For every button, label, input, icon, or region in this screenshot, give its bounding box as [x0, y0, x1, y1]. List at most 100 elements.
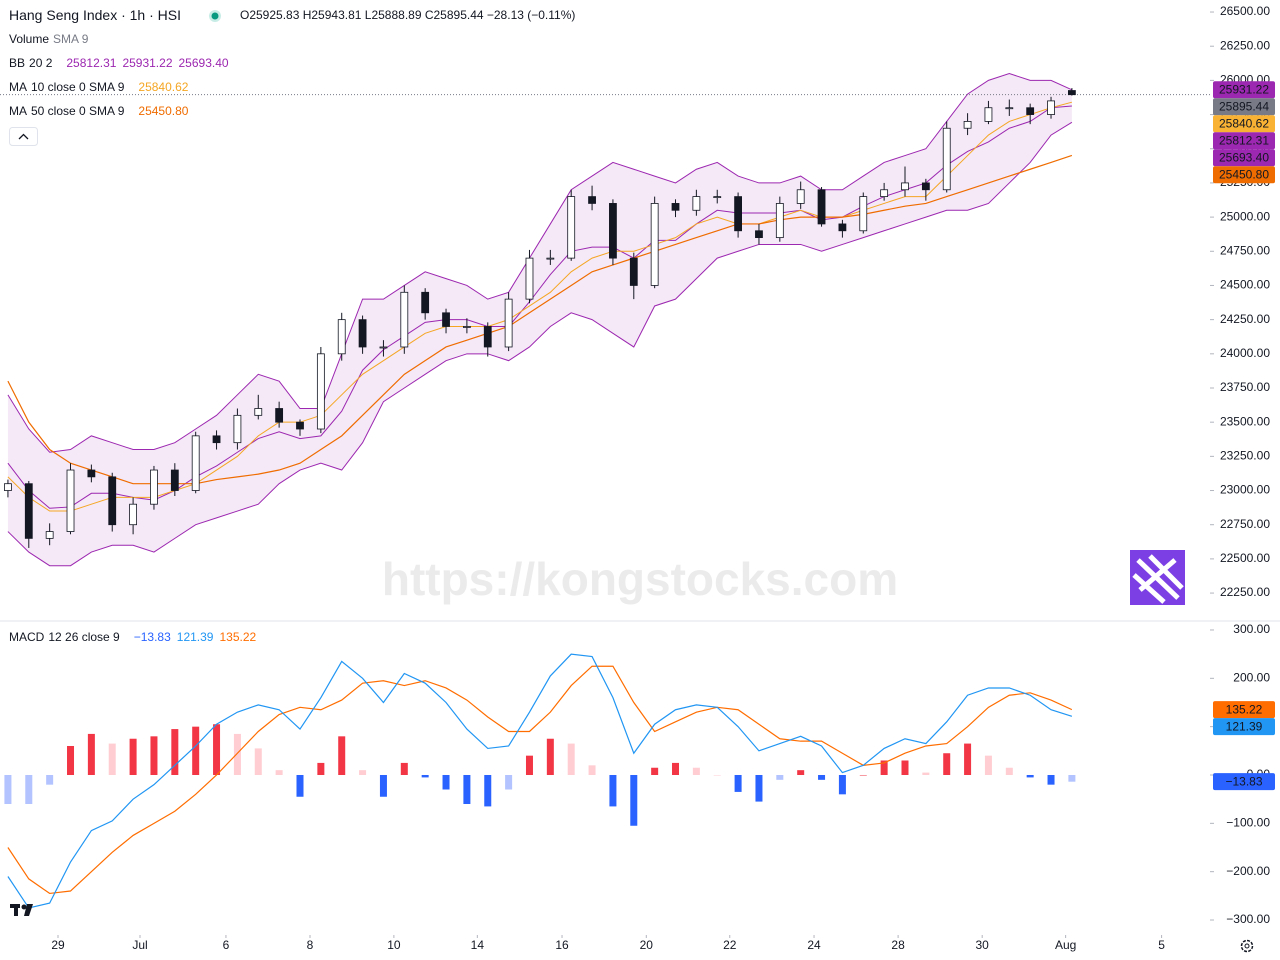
- histogram-bar: [1005, 767, 1013, 775]
- logo-part: [14, 904, 18, 916]
- legend-title-row: Hang Seng Index · 1h · HSI: [9, 7, 181, 23]
- candle-body: [296, 421, 304, 430]
- price-tag: [1213, 98, 1275, 116]
- candle-body: [692, 196, 701, 211]
- price-tag: [1213, 701, 1275, 719]
- y-tick-label: 300.00: [1233, 622, 1270, 636]
- histogram-bar: [1026, 774, 1034, 778]
- indicator-params: 20 2: [29, 56, 53, 70]
- indicator-params: 12 26 close 9: [48, 630, 120, 644]
- indicator-value: −13.83: [134, 630, 171, 644]
- candle-body: [45, 531, 54, 539]
- candle-body: [671, 203, 680, 211]
- y-tick-label: 24750.00: [1220, 243, 1270, 257]
- y-tick-label: 23500.00: [1220, 414, 1270, 428]
- price-tag-label: 25693.40: [1219, 150, 1269, 164]
- brand-logo: [1130, 550, 1185, 605]
- histogram-bar: [525, 755, 533, 775]
- candle-body: [796, 189, 805, 204]
- candle-body: [629, 257, 638, 286]
- candle-body: [212, 435, 221, 444]
- gear[interactable]: [1240, 939, 1254, 953]
- histogram-bar: [567, 743, 575, 775]
- legend-row: Volume SMA 9: [9, 32, 89, 46]
- histogram-bar: [213, 724, 221, 775]
- button-box[interactable]: [9, 127, 38, 146]
- candle-body: [1047, 100, 1055, 115]
- candle-body: [87, 469, 96, 478]
- histogram-bar: [233, 733, 241, 775]
- candle-body: [504, 298, 513, 348]
- candle-body: [421, 291, 430, 314]
- histogram-bar: [129, 738, 137, 775]
- price-tag: [1213, 149, 1275, 167]
- watermark: https://kongstocks.com: [382, 553, 898, 605]
- candle-body: [859, 196, 868, 232]
- tv-logo: [10, 904, 33, 916]
- price-tag: [1213, 166, 1275, 184]
- macd-line: [7, 653, 1073, 909]
- collapse-button[interactable]: [9, 127, 38, 146]
- price-tag-label: 25450.80: [1219, 167, 1269, 181]
- candle-body: [379, 346, 388, 349]
- x-tick-label: 14: [471, 938, 485, 952]
- price-tag-label: −13.83: [1225, 774, 1262, 788]
- histogram-bar: [421, 774, 429, 778]
- histogram-bar: [4, 774, 12, 804]
- candle-body: [880, 189, 889, 197]
- ma-line: [7, 154, 1073, 485]
- histogram-bar: [359, 770, 367, 775]
- y-tick-label: −100.00: [1226, 816, 1270, 830]
- indicator-value: 25693.40: [179, 56, 229, 70]
- candle-body: [609, 203, 617, 259]
- candle-body: [734, 196, 742, 232]
- overlay: 25931.22 25895.44 25840.62 25812.31 25693.40…: [9, 7, 1275, 791]
- logo-part: [21, 904, 27, 910]
- y-tick-label: 23750.00: [1220, 380, 1270, 394]
- gear-hole[interactable]: [1244, 943, 1250, 949]
- histogram-bar: [630, 774, 638, 826]
- candle-body: [400, 291, 409, 348]
- indicator-value: 25450.80: [138, 104, 188, 118]
- histogram-bar: [984, 755, 992, 775]
- y-tick-label: 24250.00: [1220, 312, 1270, 326]
- candle-body: [66, 469, 75, 532]
- candle-body: [4, 483, 12, 491]
- band-fill: [7, 73, 1072, 566]
- x-tick-label: 28: [891, 938, 905, 952]
- histogram-bar: [171, 729, 179, 775]
- histogram-bar: [400, 762, 408, 775]
- candle-body: [316, 353, 325, 430]
- price-tag-label: 135.22: [1226, 702, 1263, 716]
- legend-row: MA 10 close 0 SMA 9 25840.62: [9, 80, 189, 94]
- candle-body: [129, 503, 138, 526]
- y-tick-label: 200.00: [1233, 670, 1270, 684]
- candle-body: [838, 223, 847, 232]
- y-tick-label: 23250.00: [1220, 449, 1270, 463]
- indicator-name: MA: [9, 104, 27, 118]
- histogram-bar: [943, 753, 951, 775]
- legend-row: MA 50 close 0 SMA 9 25450.80: [9, 104, 189, 118]
- logo-part: [24, 904, 33, 916]
- histogram-bar: [838, 774, 846, 795]
- x-tick-label: Aug: [1055, 938, 1076, 952]
- indicator-value: 135.22: [219, 630, 256, 644]
- indicator-params: 10 close 0 SMA 9: [31, 80, 125, 94]
- candle-body: [24, 483, 33, 539]
- x-tick-label: 10: [387, 938, 401, 952]
- histogram-bar: [922, 772, 930, 775]
- chevron[interactable]: [18, 133, 29, 140]
- status-dot[interactable]: [211, 12, 219, 20]
- band-lower: [7, 121, 1073, 567]
- candle-body: [1067, 90, 1076, 96]
- histogram-bar: [338, 736, 346, 775]
- candle-body: [483, 326, 492, 348]
- candle-body: [546, 257, 555, 260]
- x-tick-label: 6: [223, 938, 230, 952]
- histogram-bar: [755, 774, 763, 802]
- price-tag: [1213, 773, 1275, 791]
- settings-icon[interactable]: [1240, 939, 1254, 953]
- histogram-bar: [67, 745, 75, 775]
- indicator-value: 25931.22: [122, 56, 172, 70]
